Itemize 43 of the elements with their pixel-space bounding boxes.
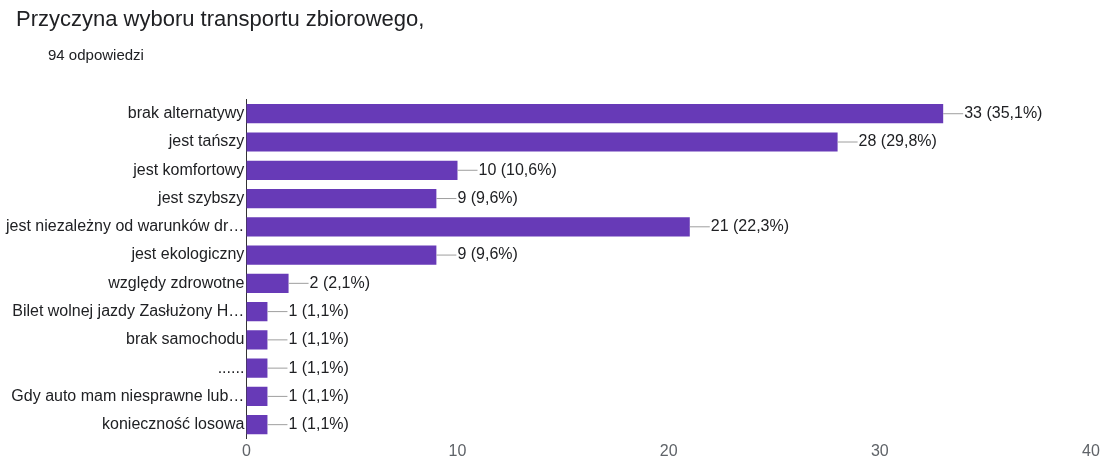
y-tick-label: jest tańszy [167,132,245,150]
chart-title: Przyczyna wyboru transportu zbiorowego, [16,6,425,32]
x-tick-label: 0 [241,441,251,459]
x-tick-label: 20 [659,441,678,459]
data-label: 1 (1,1%) [288,302,349,320]
data-label: 21 (22,3%) [710,217,790,235]
y-tick-label: ...... [217,358,245,376]
y-tick-label: Gdy auto mam niesprawne lub… [11,386,245,404]
y-tick-label: jest szybszy [157,188,245,206]
bar [246,386,268,407]
x-tick-label: 40 [1082,441,1100,459]
data-label: 1 (1,1%) [288,358,349,376]
text: 94 odpowiedzi [48,46,144,63]
data-label: 2 (2,1%) [309,273,371,291]
y-tick-label: względy zdrowotne [107,273,245,291]
bar [246,132,838,152]
y-tick-label: konieczność losowa [102,415,245,433]
bar [246,301,268,322]
bar [246,217,690,237]
y-tick-label: brak samochodu [126,330,245,348]
bar [246,273,289,293]
x-tick-label: 30 [870,441,889,459]
y-tick-label: jest niezależny od warunków dr… [4,217,245,235]
bar [246,330,268,350]
y-tick-label: Bilet wolnej jazdy Zasłużony H… [12,302,245,320]
x-tick-label: 10 [448,441,467,459]
bar [246,188,437,209]
bar [246,104,944,124]
y-tick-label: brak alternatywy [127,104,245,122]
bar [246,245,437,265]
bar [246,160,458,180]
data-label: 1 (1,1%) [288,415,349,433]
data-label: 1 (1,1%) [288,386,349,404]
data-label: 1 (1,1%) [288,330,349,348]
bar [246,358,268,378]
y-tick-label: jest ekologiczny [130,245,245,263]
data-label: 9 (9,6%) [457,245,518,263]
y-tick-label: jest komfortowy [132,160,245,178]
bar [246,415,268,435]
data-label: 28 (29,8%) [858,132,937,150]
data-label: 9 (9,6%) [457,188,518,206]
data-label: 33 (35,1%) [964,104,1043,122]
data-label: 10 (10,6%) [478,160,557,178]
